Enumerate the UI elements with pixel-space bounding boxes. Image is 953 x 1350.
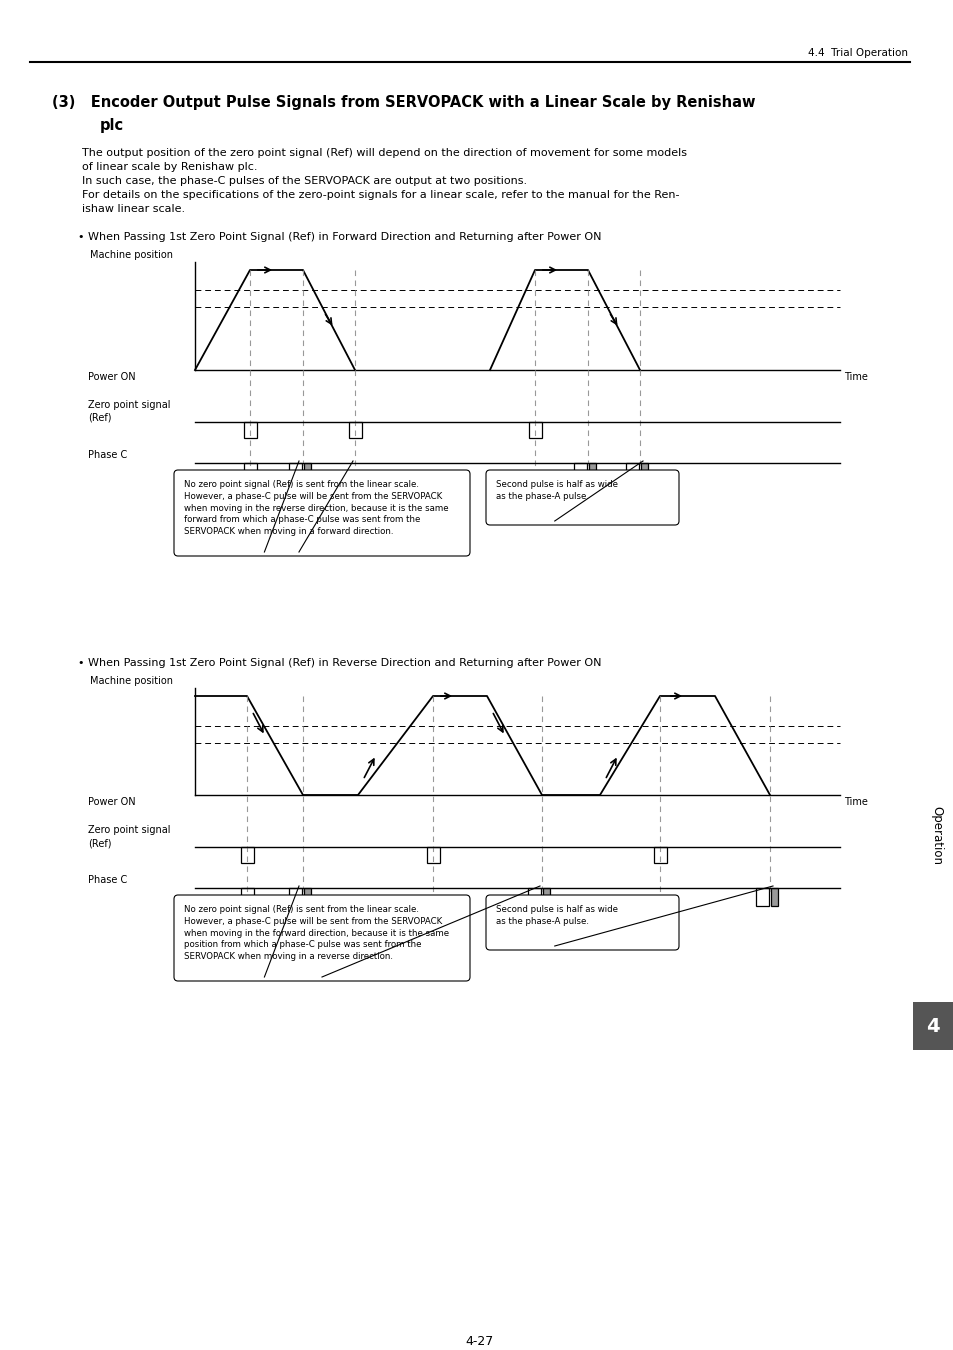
Text: • When Passing 1st Zero Point Signal (Ref) in Reverse Direction and Returning af: • When Passing 1st Zero Point Signal (Re… — [78, 657, 601, 668]
Bar — [542, 888, 550, 906]
Text: Operation: Operation — [929, 806, 943, 864]
Text: Zero point signal: Zero point signal — [88, 400, 171, 410]
Bar — [289, 463, 302, 481]
FancyBboxPatch shape — [173, 470, 470, 556]
Text: of linear scale by Renishaw plc.: of linear scale by Renishaw plc. — [82, 162, 257, 171]
FancyBboxPatch shape — [173, 895, 470, 981]
Bar — [349, 423, 361, 437]
Bar — [529, 423, 541, 437]
Text: Machine position: Machine position — [90, 676, 172, 686]
Text: Power ON: Power ON — [88, 373, 135, 382]
Bar — [289, 888, 302, 906]
Text: No zero point signal (Ref) is sent from the linear scale.
However, a phase-C pul: No zero point signal (Ref) is sent from … — [184, 481, 448, 536]
Text: 4.4  Trial Operation: 4.4 Trial Operation — [807, 49, 907, 58]
Text: Phase C: Phase C — [88, 450, 127, 460]
Text: Second pulse is half as wide
as the phase-A pulse.: Second pulse is half as wide as the phas… — [496, 904, 618, 926]
Text: ishaw linear scale.: ishaw linear scale. — [82, 204, 185, 215]
Bar — [588, 463, 596, 481]
Text: 4-27: 4-27 — [465, 1335, 494, 1349]
FancyBboxPatch shape — [485, 470, 679, 525]
Bar — [755, 888, 768, 906]
Text: Zero point signal: Zero point signal — [88, 825, 171, 836]
Text: Power ON: Power ON — [88, 796, 135, 807]
Bar — [527, 888, 540, 906]
Text: No zero point signal (Ref) is sent from the linear scale.
However, a phase-C pul: No zero point signal (Ref) is sent from … — [184, 904, 449, 961]
Bar — [427, 846, 439, 863]
Text: (3)   Encoder Output Pulse Signals from SERVOPACK with a Linear Scale by Renisha: (3) Encoder Output Pulse Signals from SE… — [52, 95, 755, 109]
Bar — [241, 846, 253, 863]
Bar — [304, 463, 311, 481]
Text: 4: 4 — [925, 1017, 939, 1035]
Text: Phase C: Phase C — [88, 875, 127, 886]
Bar — [640, 463, 647, 481]
Bar — [241, 888, 253, 906]
Text: Time: Time — [843, 373, 867, 382]
Bar — [574, 463, 586, 481]
Bar — [770, 888, 778, 906]
Text: For details on the specifications of the zero-point signals for a linear scale, : For details on the specifications of the… — [82, 190, 679, 200]
Text: The output position of the zero point signal (Ref) will depend on the direction : The output position of the zero point si… — [82, 148, 686, 158]
Text: (Ref): (Ref) — [88, 838, 112, 848]
Text: Time: Time — [843, 796, 867, 807]
Text: Second pulse is half as wide
as the phase-A pulse.: Second pulse is half as wide as the phas… — [496, 481, 618, 501]
Text: Machine position: Machine position — [90, 250, 172, 261]
Bar — [654, 846, 666, 863]
Text: • When Passing 1st Zero Point Signal (Ref) in Forward Direction and Returning af: • When Passing 1st Zero Point Signal (Re… — [78, 232, 601, 242]
Bar — [244, 423, 256, 437]
Bar — [625, 463, 639, 481]
Text: (Ref): (Ref) — [88, 413, 112, 423]
Text: plc: plc — [100, 117, 124, 134]
Text: In such case, the phase-C pulses of the SERVOPACK are output at two positions.: In such case, the phase-C pulses of the … — [82, 176, 527, 186]
Bar — [244, 463, 256, 481]
Bar — [912, 1002, 952, 1050]
Bar — [304, 888, 311, 906]
FancyBboxPatch shape — [485, 895, 679, 950]
